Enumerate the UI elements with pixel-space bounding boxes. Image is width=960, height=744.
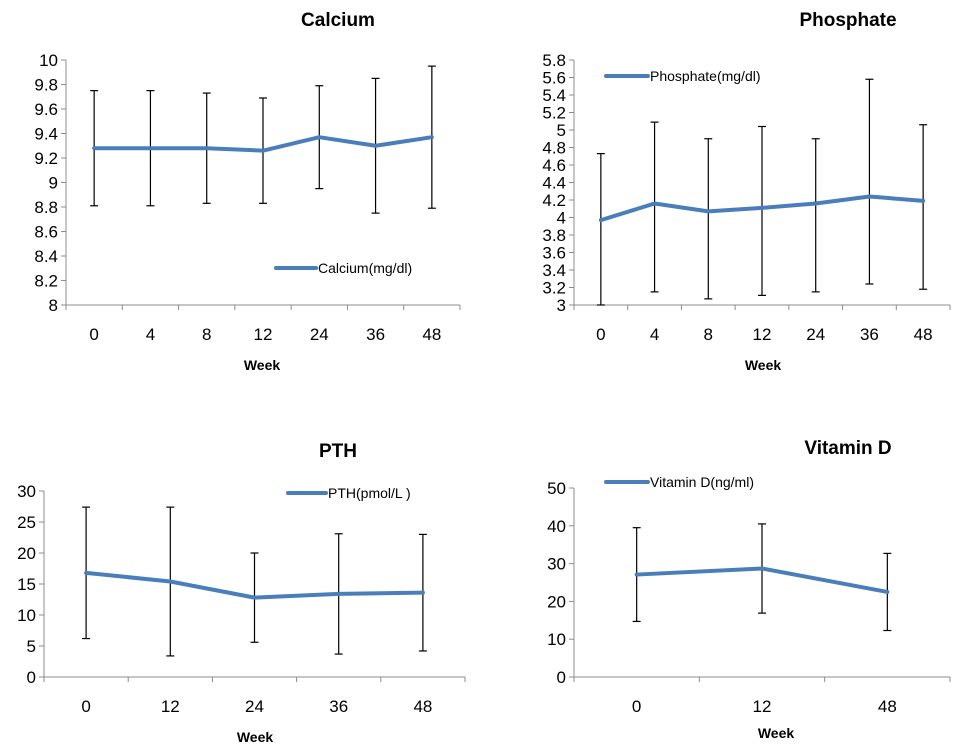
x-axis-label: Week [745, 357, 782, 373]
x-axis-label: Week [758, 725, 795, 741]
chart-phosphate: Phosphate33.23.43.63.844.24.44.64.855.25… [542, 10, 951, 373]
x-tick-label: 48 [914, 325, 933, 344]
y-tick-label: 25 [17, 513, 36, 532]
y-tick-label: 9.4 [34, 125, 58, 144]
x-axis-label: Week [237, 729, 274, 744]
y-tick-label: 0 [557, 668, 566, 687]
y-tick-label: 20 [547, 592, 566, 611]
y-tick-label: 10 [39, 51, 58, 70]
y-tick-label: 9.8 [34, 76, 58, 95]
y-tick-label: 9.2 [34, 149, 58, 168]
y-tick-label: 8.8 [34, 198, 58, 217]
legend: Vitamin D(ng/ml) [604, 474, 754, 490]
chart-pth: PTH 0 5 10 15 20 25 30 0 12 24 36 48 Week PTH(pmol/L ) [17, 441, 466, 744]
y-tick-label: 30 [17, 482, 36, 501]
y-tick-label: 3.8 [542, 226, 566, 245]
y-tick-label: 30 [547, 555, 566, 574]
series-line [598, 194, 926, 223]
series-line [84, 570, 425, 600]
x-tick-label: 36 [860, 325, 879, 344]
x-tick-label: 24 [806, 325, 825, 344]
series-line [92, 135, 434, 153]
y-tick-label: 0 [27, 668, 36, 687]
y-tick-label: 5.6 [542, 69, 566, 88]
y-tick-label: 10 [547, 630, 566, 649]
y-tick-label: 4.4 [542, 174, 566, 193]
x-tick-label: 8 [202, 325, 211, 344]
x-tick-label: 12 [753, 325, 772, 344]
x-tick-label: 0 [81, 697, 90, 716]
y-tick-label: 3.2 [542, 279, 566, 298]
chart-vitamin-d: Vitamin D 0 10 20 30 40 50 0 12 48 Week Vitamin D(n… [547, 438, 951, 741]
chart-title: Vitamin D [804, 438, 891, 459]
x-tick-label: 0 [89, 325, 98, 344]
y-tick-label: 5.8 [542, 51, 566, 70]
x-tick-label: 8 [704, 325, 713, 344]
y-tick-label: 3 [557, 296, 566, 315]
legend-label: PTH(pmol/L ) [328, 485, 411, 501]
y-tick-label: 5 [557, 121, 566, 140]
y-tick-label: 8.6 [34, 223, 58, 242]
y-tick-label: 8.2 [34, 272, 58, 291]
y-tick-label: 15 [17, 575, 36, 594]
y-tick-label: 10 [17, 606, 36, 625]
x-tick-label: 36 [366, 325, 385, 344]
x-tick-label: 48 [422, 325, 441, 344]
x-tick-label: 12 [753, 697, 772, 716]
legend-label: Vitamin D(ng/ml) [650, 474, 754, 490]
y-tick-label: 40 [547, 517, 566, 536]
x-tick-label: 36 [329, 697, 348, 716]
legend-label: Phosphate(mg/dl) [650, 68, 761, 84]
y-tick-label: 9 [49, 174, 58, 193]
y-tick-label: 50 [547, 479, 566, 498]
x-tick-label: 12 [161, 697, 180, 716]
y-tick-label: 9.6 [34, 100, 58, 119]
legend: Phosphate(mg/dl) [604, 68, 761, 84]
y-tick-label: 4 [557, 209, 566, 228]
chart-title: Phosphate [799, 10, 896, 31]
y-tick-label: 5.2 [542, 104, 566, 123]
y-tick-label: 20 [17, 544, 36, 563]
series-line [634, 566, 890, 594]
y-tick-label: 4.8 [542, 139, 566, 158]
chart-title: PTH [319, 441, 357, 462]
chart-title: Calcium [301, 10, 375, 31]
x-tick-label: 24 [310, 325, 329, 344]
x-tick-label: 0 [596, 325, 605, 344]
y-tick-label: 5 [27, 637, 36, 656]
y-tick-label: 8 [49, 296, 58, 315]
y-tick-label: 3.4 [542, 261, 566, 280]
x-tick-label: 4 [650, 325, 659, 344]
x-tick-label: 48 [413, 697, 432, 716]
legend: PTH(pmol/L ) [286, 485, 411, 501]
y-tick-label: 4.2 [542, 191, 566, 210]
x-tick-label: 12 [254, 325, 273, 344]
legend-label: Calcium(mg/dl) [318, 260, 412, 276]
legend: Calcium(mg/dl) [274, 260, 412, 276]
x-tick-label: 0 [632, 697, 641, 716]
y-tick-label: 3.6 [542, 244, 566, 263]
x-tick-label: 24 [245, 697, 264, 716]
x-axis-label: Week [244, 357, 281, 373]
x-tick-label: 4 [146, 325, 155, 344]
x-tick-label: 48 [878, 697, 897, 716]
y-tick-label: 5.4 [542, 86, 566, 105]
y-tick-label: 8.4 [34, 247, 58, 266]
y-tick-label: 4.6 [542, 156, 566, 175]
